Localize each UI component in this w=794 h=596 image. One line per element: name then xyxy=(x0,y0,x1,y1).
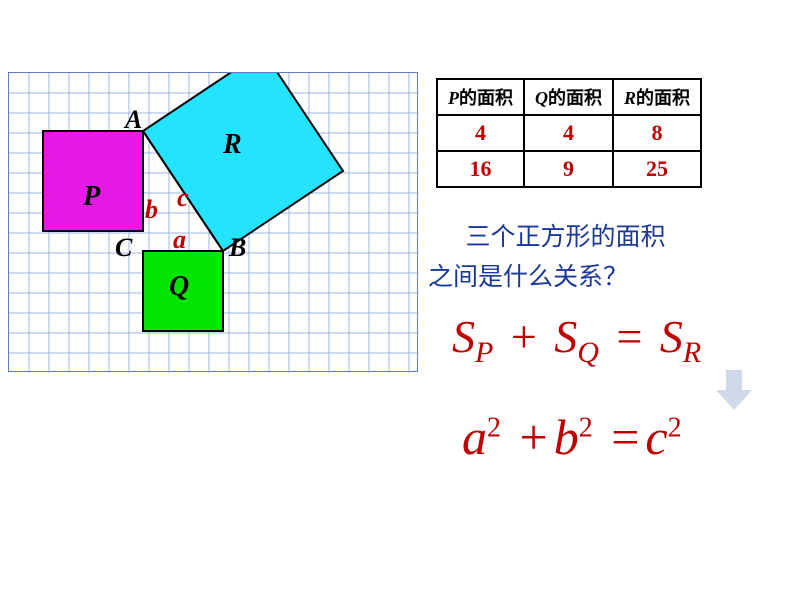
area-table: P的面积 Q的面积 R的面积 4 4 8 16 9 25 xyxy=(436,78,702,188)
cell-r1-R: 25 xyxy=(613,151,701,187)
th-R: R的面积 xyxy=(613,79,701,115)
th-Q: Q的面积 xyxy=(524,79,613,115)
side-a: a xyxy=(173,225,186,255)
equation-pythagoras: a2 +b2 =c2 xyxy=(462,408,682,466)
label-P: P xyxy=(83,181,100,213)
cell-r0-P: 4 xyxy=(437,115,524,151)
equation-areas: SP + SQ = SR xyxy=(452,310,701,370)
vertex-B: B xyxy=(229,233,246,263)
cell-r1-P: 16 xyxy=(437,151,524,187)
diagram-svg xyxy=(9,73,419,373)
cell-r0-Q: 4 xyxy=(524,115,613,151)
vertex-A: A xyxy=(125,105,142,135)
label-R: R xyxy=(223,129,242,161)
arrow-down-icon xyxy=(716,370,752,410)
side-c: c xyxy=(177,183,189,213)
grid-canvas: P Q R A B C a b c xyxy=(8,72,418,372)
cell-r1-Q: 9 xyxy=(524,151,613,187)
question-text: 三个正方形的面积 之间是什么关系？ xyxy=(428,218,666,298)
vertex-C: C xyxy=(115,233,132,263)
cell-r0-R: 8 xyxy=(613,115,701,151)
label-Q: Q xyxy=(169,271,189,303)
side-b: b xyxy=(145,195,158,225)
th-P: P的面积 xyxy=(437,79,524,115)
